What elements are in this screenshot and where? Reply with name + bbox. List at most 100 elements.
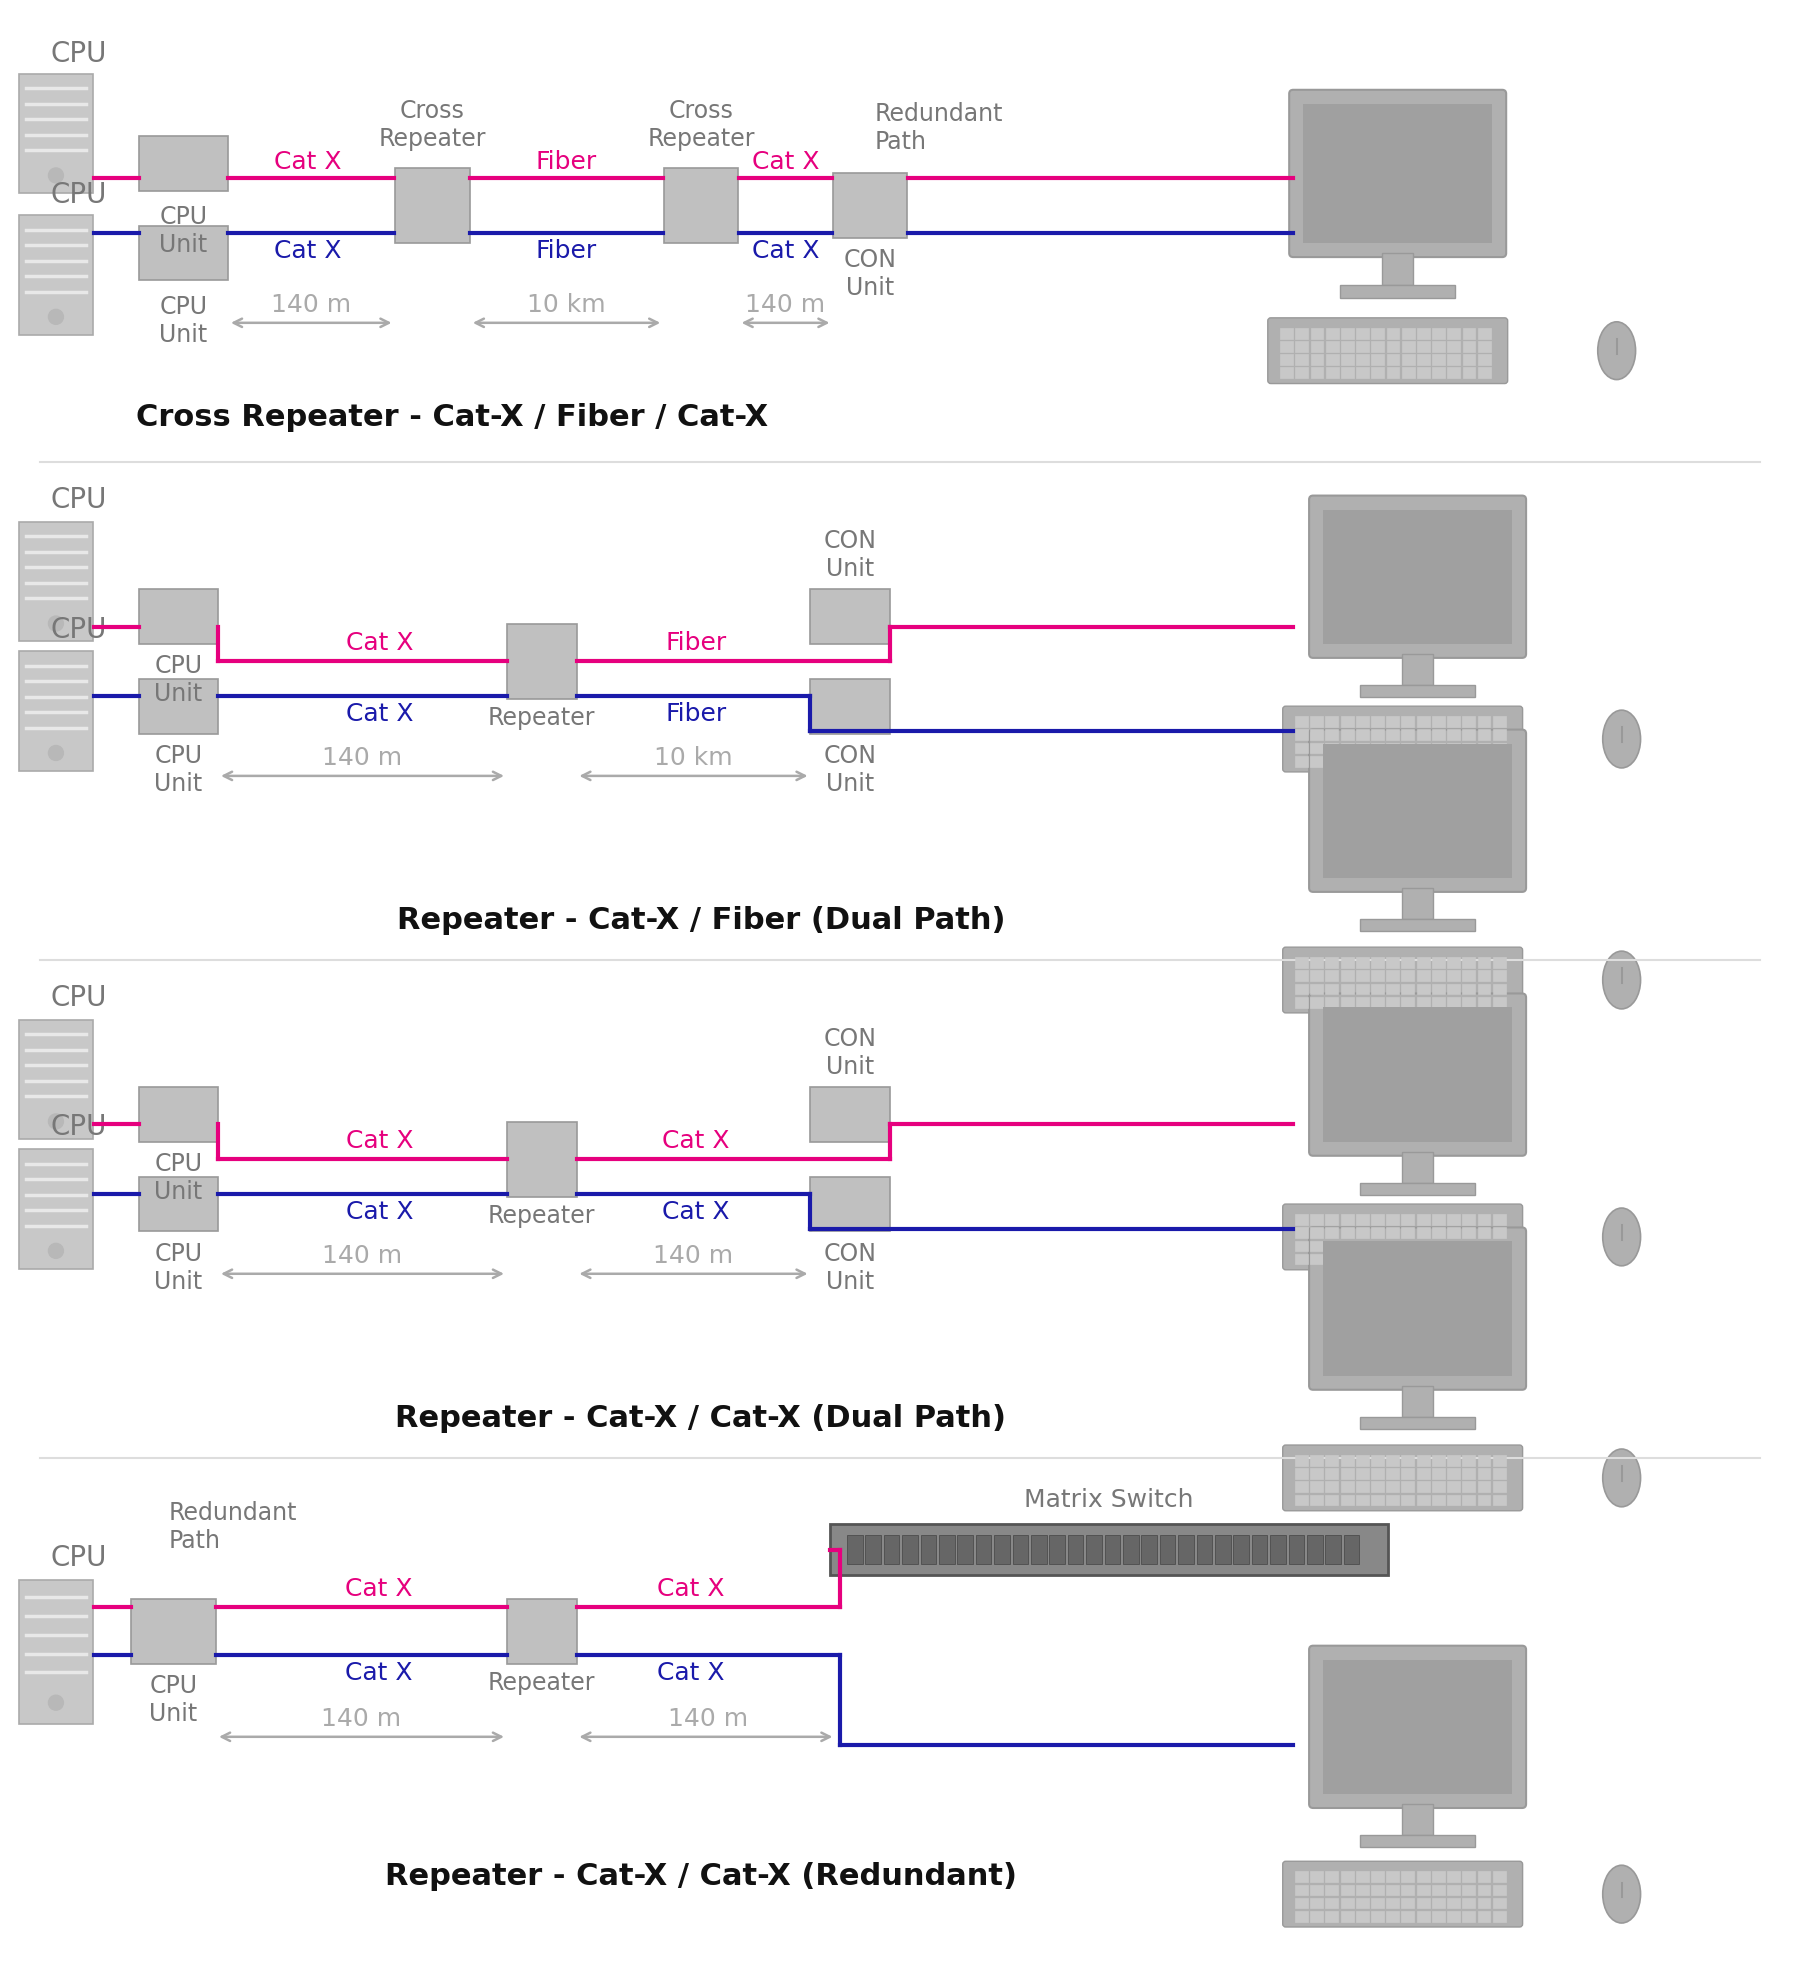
FancyBboxPatch shape	[1294, 717, 1309, 727]
FancyBboxPatch shape	[1283, 707, 1523, 772]
FancyBboxPatch shape	[1372, 996, 1384, 1008]
FancyBboxPatch shape	[1327, 341, 1339, 352]
FancyBboxPatch shape	[1462, 1240, 1476, 1250]
FancyBboxPatch shape	[1447, 1871, 1460, 1882]
FancyBboxPatch shape	[848, 1536, 862, 1563]
FancyBboxPatch shape	[1267, 317, 1508, 384]
FancyBboxPatch shape	[1355, 329, 1370, 339]
FancyBboxPatch shape	[1492, 1871, 1505, 1882]
FancyBboxPatch shape	[139, 589, 218, 644]
FancyBboxPatch shape	[1323, 1008, 1512, 1142]
FancyBboxPatch shape	[1462, 1469, 1476, 1479]
FancyBboxPatch shape	[994, 1536, 1010, 1563]
FancyBboxPatch shape	[1433, 368, 1445, 378]
FancyBboxPatch shape	[1462, 1494, 1476, 1506]
FancyBboxPatch shape	[1402, 756, 1415, 766]
FancyBboxPatch shape	[1402, 1871, 1415, 1882]
FancyBboxPatch shape	[1417, 1871, 1429, 1882]
FancyBboxPatch shape	[1341, 984, 1354, 994]
FancyBboxPatch shape	[1294, 742, 1309, 754]
FancyBboxPatch shape	[1417, 1455, 1429, 1467]
Text: Repeater: Repeater	[488, 1672, 596, 1695]
FancyBboxPatch shape	[1355, 717, 1368, 727]
FancyBboxPatch shape	[1296, 368, 1309, 378]
Text: CON
Unit: CON Unit	[824, 1242, 877, 1294]
Text: CON
Unit: CON Unit	[824, 530, 877, 581]
Text: Fiber: Fiber	[666, 703, 727, 727]
FancyBboxPatch shape	[1433, 756, 1445, 766]
FancyBboxPatch shape	[1355, 756, 1368, 766]
FancyBboxPatch shape	[1417, 742, 1429, 754]
FancyBboxPatch shape	[139, 1177, 218, 1231]
FancyBboxPatch shape	[18, 652, 94, 772]
FancyBboxPatch shape	[1386, 957, 1399, 969]
FancyBboxPatch shape	[1462, 1871, 1476, 1882]
FancyBboxPatch shape	[1478, 1494, 1490, 1506]
FancyBboxPatch shape	[1417, 1227, 1429, 1239]
FancyBboxPatch shape	[1341, 729, 1354, 740]
FancyBboxPatch shape	[1327, 354, 1339, 364]
FancyBboxPatch shape	[1085, 1536, 1102, 1563]
FancyBboxPatch shape	[1478, 1455, 1490, 1467]
FancyBboxPatch shape	[976, 1536, 992, 1563]
FancyBboxPatch shape	[139, 679, 218, 734]
FancyBboxPatch shape	[1386, 1884, 1399, 1896]
Circle shape	[49, 616, 63, 630]
FancyBboxPatch shape	[1433, 1240, 1445, 1250]
FancyBboxPatch shape	[1386, 971, 1399, 981]
FancyBboxPatch shape	[1294, 1884, 1309, 1896]
FancyBboxPatch shape	[920, 1536, 936, 1563]
FancyBboxPatch shape	[1462, 1884, 1476, 1896]
FancyBboxPatch shape	[1492, 1469, 1505, 1479]
Text: Cross
Repeater: Cross Repeater	[378, 98, 486, 150]
Text: CPU
Unit: CPU Unit	[155, 744, 202, 795]
FancyBboxPatch shape	[1386, 329, 1399, 339]
FancyBboxPatch shape	[1325, 729, 1339, 740]
FancyBboxPatch shape	[1447, 971, 1460, 981]
FancyBboxPatch shape	[1280, 354, 1292, 364]
Text: Cat X: Cat X	[274, 238, 342, 264]
FancyBboxPatch shape	[1462, 984, 1476, 994]
FancyBboxPatch shape	[1294, 1240, 1309, 1250]
FancyBboxPatch shape	[508, 1599, 576, 1664]
FancyBboxPatch shape	[1417, 354, 1429, 364]
FancyBboxPatch shape	[1447, 984, 1460, 994]
FancyBboxPatch shape	[1462, 756, 1476, 766]
Text: Repeater: Repeater	[488, 707, 596, 730]
Ellipse shape	[1598, 321, 1636, 380]
FancyBboxPatch shape	[1478, 729, 1490, 740]
FancyBboxPatch shape	[1417, 1469, 1429, 1479]
FancyBboxPatch shape	[1386, 1227, 1399, 1239]
FancyBboxPatch shape	[1417, 1884, 1429, 1896]
FancyBboxPatch shape	[1361, 685, 1474, 697]
FancyBboxPatch shape	[1323, 744, 1512, 878]
Text: 140 m: 140 m	[272, 293, 351, 317]
FancyBboxPatch shape	[1325, 996, 1339, 1008]
FancyBboxPatch shape	[1478, 1871, 1490, 1882]
FancyBboxPatch shape	[1447, 1455, 1460, 1467]
FancyBboxPatch shape	[1402, 1884, 1415, 1896]
Ellipse shape	[1602, 711, 1640, 768]
FancyBboxPatch shape	[1372, 1494, 1384, 1506]
FancyBboxPatch shape	[1462, 717, 1476, 727]
FancyBboxPatch shape	[1372, 1910, 1384, 1922]
FancyBboxPatch shape	[1433, 984, 1445, 994]
FancyBboxPatch shape	[1478, 984, 1490, 994]
FancyBboxPatch shape	[810, 679, 889, 734]
FancyBboxPatch shape	[18, 522, 94, 642]
FancyBboxPatch shape	[1433, 1215, 1445, 1225]
FancyBboxPatch shape	[830, 1524, 1388, 1575]
FancyBboxPatch shape	[1462, 1481, 1476, 1493]
FancyBboxPatch shape	[1310, 1215, 1323, 1225]
FancyBboxPatch shape	[1372, 1254, 1384, 1264]
Text: CPU: CPU	[50, 984, 108, 1012]
Text: CPU
Unit: CPU Unit	[155, 654, 202, 707]
FancyBboxPatch shape	[1123, 1536, 1139, 1563]
FancyBboxPatch shape	[940, 1536, 954, 1563]
FancyBboxPatch shape	[1355, 742, 1368, 754]
FancyBboxPatch shape	[1478, 329, 1490, 339]
FancyBboxPatch shape	[1492, 1494, 1505, 1506]
FancyBboxPatch shape	[1310, 1469, 1323, 1479]
FancyBboxPatch shape	[1355, 1481, 1368, 1493]
FancyBboxPatch shape	[1310, 729, 1323, 740]
